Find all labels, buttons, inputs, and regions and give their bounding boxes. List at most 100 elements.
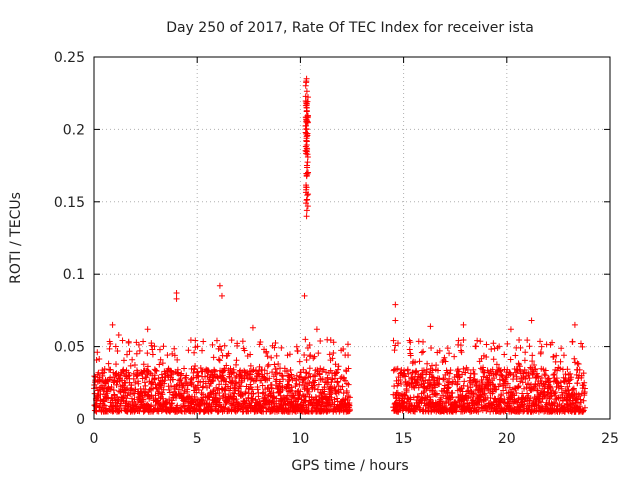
data-point: [434, 367, 441, 374]
data-point: [574, 360, 581, 367]
data-point: [128, 395, 135, 402]
data-point: [395, 380, 402, 387]
data-point: [277, 392, 284, 399]
data-point: [441, 354, 448, 361]
data-point: [324, 374, 331, 381]
data-point: [233, 396, 240, 403]
data-point: [273, 352, 280, 359]
data-point: [139, 371, 146, 378]
data-point: [128, 382, 135, 389]
data-point: [247, 351, 254, 358]
data-point: [334, 395, 341, 402]
data-point: [557, 358, 564, 365]
data-point: [303, 104, 310, 111]
data-point: [538, 374, 545, 381]
data-point: [528, 317, 535, 324]
data-point: [412, 359, 419, 366]
data-point: [474, 337, 481, 344]
data-point: [449, 394, 456, 401]
data-point: [427, 323, 434, 330]
data-point: [480, 391, 487, 398]
data-point: [185, 347, 192, 354]
data-point: [133, 350, 140, 357]
data-point: [302, 369, 309, 376]
data-point: [428, 403, 435, 410]
data-point: [344, 341, 351, 348]
data-point: [239, 338, 246, 345]
data-point: [304, 159, 311, 166]
data-point: [311, 385, 318, 392]
data-point: [498, 392, 505, 399]
data-point: [148, 379, 155, 386]
data-point: [415, 338, 422, 345]
data-point: [241, 347, 248, 354]
data-point: [301, 352, 308, 359]
data-point: [235, 387, 242, 394]
data-point: [474, 378, 481, 385]
data-point: [455, 337, 462, 344]
data-point: [169, 400, 176, 407]
data-point: [317, 338, 324, 345]
data-point: [475, 408, 482, 415]
data-point: [493, 361, 500, 368]
data-point: [255, 393, 262, 400]
data-point: [94, 394, 101, 401]
data-point: [507, 356, 514, 363]
data-point: [427, 396, 434, 403]
data-point: [315, 381, 322, 388]
data-point: [195, 387, 202, 394]
data-point: [254, 386, 261, 393]
data-point: [94, 349, 101, 356]
data-point: [346, 394, 353, 401]
data-point: [447, 394, 454, 401]
data-point: [191, 349, 198, 356]
data-point: [415, 394, 422, 401]
data-point: [460, 336, 467, 343]
data-point: [522, 349, 529, 356]
data-point: [330, 349, 337, 356]
data-point: [480, 373, 487, 380]
data-point: [160, 343, 167, 350]
data-point: [580, 407, 587, 414]
data-point: [414, 393, 421, 400]
data-point: [168, 371, 175, 378]
data-point: [288, 372, 295, 379]
data-point: [195, 372, 202, 379]
data-point: [402, 373, 409, 380]
data-point: [237, 372, 244, 379]
data-point: [542, 372, 549, 379]
data-point: [390, 337, 397, 344]
data-point: [537, 338, 544, 345]
data-point: [529, 358, 536, 365]
data-point: [512, 352, 519, 359]
data-point: [107, 340, 114, 347]
data-point: [151, 343, 158, 350]
data-point: [307, 352, 314, 359]
data-point: [550, 371, 557, 378]
data-point: [333, 369, 340, 376]
y-tick-label: 0.2: [63, 122, 85, 138]
data-point: [568, 374, 575, 381]
data-point: [259, 382, 266, 389]
data-point: [189, 399, 196, 406]
data-point: [555, 395, 562, 402]
data-point: [120, 357, 127, 364]
data-point: [301, 292, 308, 299]
data-point: [111, 391, 118, 398]
data-point: [140, 338, 147, 345]
data-point: [533, 370, 540, 377]
data-point: [125, 369, 132, 376]
data-point: [444, 389, 451, 396]
data-point: [527, 395, 534, 402]
x-tick-label: 15: [395, 431, 413, 447]
data-point: [558, 345, 565, 352]
data-point: [216, 395, 223, 402]
data-point: [140, 361, 147, 368]
data-point: [128, 387, 135, 394]
data-point: [140, 396, 147, 403]
y-tick-label: 0.15: [54, 195, 85, 211]
data-point: [420, 367, 427, 374]
data-point: [453, 407, 460, 414]
chart-title: Day 250 of 2017, Rate Of TEC Index for r…: [166, 20, 534, 36]
data-point: [391, 383, 398, 390]
